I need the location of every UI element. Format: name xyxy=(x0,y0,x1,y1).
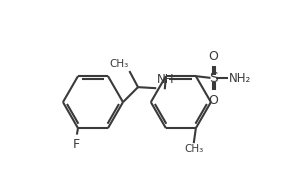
Text: CH₃: CH₃ xyxy=(184,144,203,154)
Text: CH₃: CH₃ xyxy=(109,59,128,69)
Text: NH₂: NH₂ xyxy=(229,72,251,85)
Text: NH: NH xyxy=(157,73,174,87)
Text: S: S xyxy=(209,71,217,85)
Text: O: O xyxy=(208,94,218,107)
Text: O: O xyxy=(208,50,218,63)
Text: F: F xyxy=(72,138,79,151)
